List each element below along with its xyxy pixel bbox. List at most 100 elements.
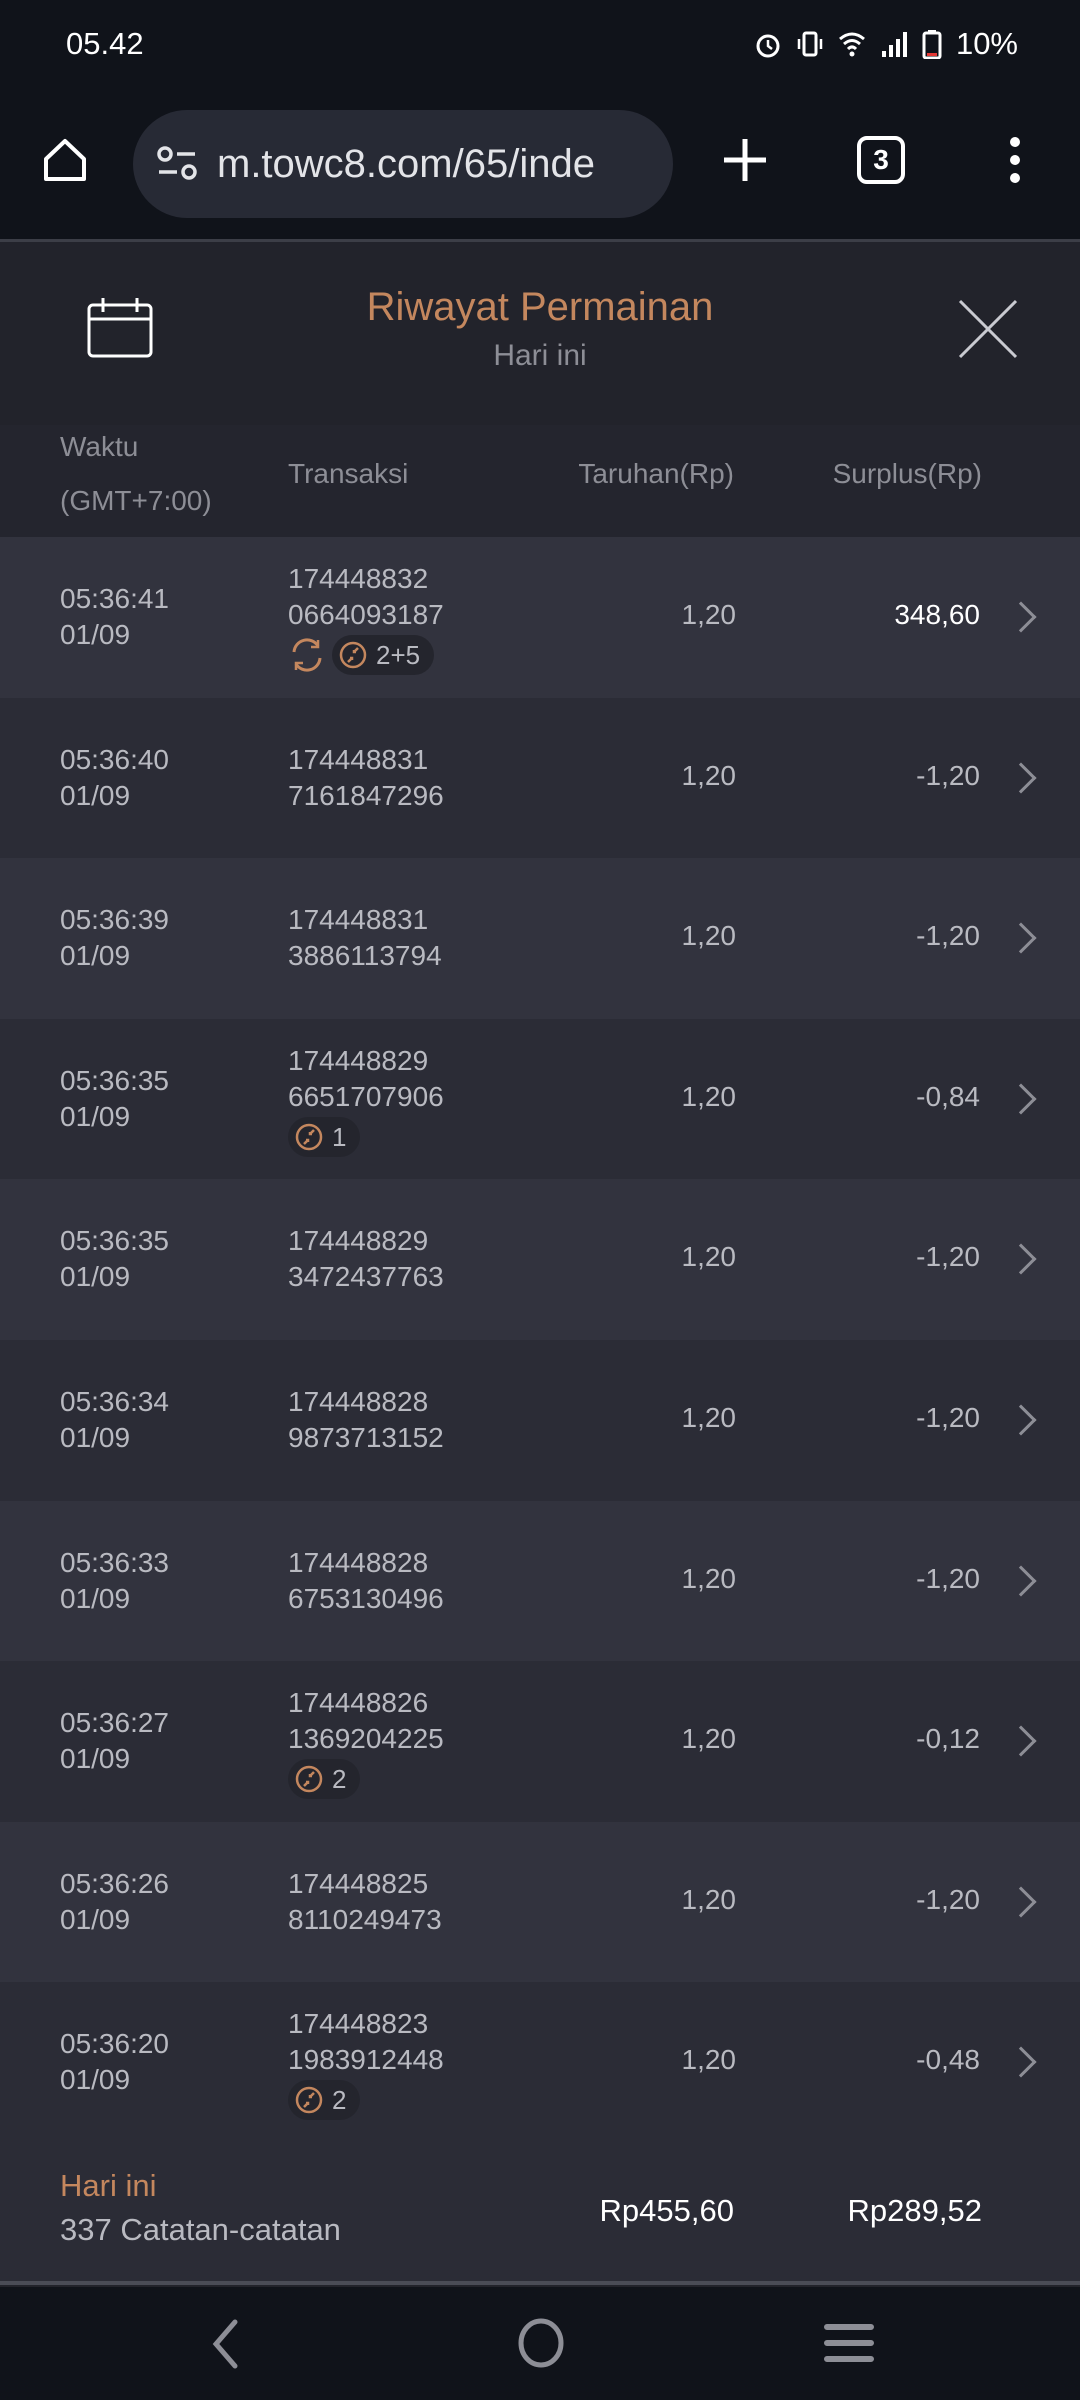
row-time: 05:36:35 (60, 1064, 169, 1096)
period-subtitle[interactable]: Hari ini (493, 339, 587, 372)
row-tx-id-2: 9873713152 (288, 1421, 444, 1453)
row-transaction-cell: 174448831 3886113794 (288, 902, 442, 974)
home-icon (44, 139, 86, 181)
col-bet: Taruhan(Rp) (578, 458, 734, 489)
chevron-right-icon[interactable] (1005, 1886, 1037, 1918)
chevron-right-icon[interactable] (1005, 1725, 1037, 1757)
tab-count: 3 (873, 144, 889, 175)
tab-switcher-button[interactable]: 3 (846, 125, 916, 195)
menu-button[interactable] (980, 125, 1050, 195)
row-tx-id-1: 174448828 (288, 1546, 429, 1578)
table-header: Waktu (GMT+7:00) Transaksi Taruhan(Rp) S… (0, 425, 1080, 537)
row-badges: 2 (288, 2080, 444, 2121)
row-tx-id-1: 174448829 (288, 1044, 429, 1076)
row-date: 01/09 (60, 1261, 131, 1293)
refresh-icon (292, 638, 322, 672)
row-bet: 1,20 (681, 1080, 737, 1112)
row-date: 01/09 (60, 1743, 131, 1775)
close-icon[interactable] (958, 299, 1018, 359)
row-transaction-cell: 174448831 7161847296 (288, 742, 444, 814)
alarm-icon (756, 34, 780, 58)
row-tx-id-1: 174448829 (288, 1225, 429, 1257)
badge-count: 2+5 (376, 640, 421, 670)
history-row[interactable]: 05:36:35 01/09 174448829 6651707906 1 1,20 -0,… (0, 1018, 1080, 1180)
row-tx-id-2: 6753130496 (288, 1582, 444, 1614)
row-surplus: -0,12 (916, 1723, 980, 1755)
chevron-right-icon[interactable] (1005, 1404, 1037, 1436)
wifi-icon (838, 32, 865, 57)
exchange-icon (295, 1765, 323, 1793)
row-time-cell: 05:36:20 01/09 (60, 2026, 169, 2098)
chevron-right-icon[interactable] (1005, 2046, 1037, 2078)
home-button[interactable] (30, 125, 100, 195)
feature-badge: 2 (288, 1759, 361, 1800)
row-time-cell: 05:36:39 01/09 (60, 902, 169, 974)
history-row[interactable]: 05:36:35 01/09 174448829 3472437763 1,20 -1,2… (0, 1179, 1080, 1340)
row-transaction-cell: 174448829 3472437763 (288, 1223, 444, 1295)
row-tx-id-2: 1369204225 (288, 1723, 444, 1755)
badge-count: 2 (332, 1764, 347, 1795)
history-row[interactable]: 05:36:40 01/09 174448831 7161847296 1,20 -1,2… (0, 697, 1080, 859)
chevron-right-icon[interactable] (1005, 1565, 1037, 1597)
recents-icon[interactable] (824, 2322, 874, 2366)
badge-count: 2 (332, 2085, 347, 2116)
row-date: 01/09 (60, 619, 131, 650)
chevron-right-icon[interactable] (1005, 1243, 1037, 1275)
row-date: 01/09 (60, 940, 131, 972)
row-surplus: -0,48 (916, 2044, 980, 2076)
row-time: 05:36:39 (60, 904, 169, 936)
row-surplus: -1,20 (916, 1401, 980, 1433)
row-surplus: -1,20 (916, 1562, 980, 1594)
history-row[interactable]: 05:36:41 01/09 174448832 0664093187 2+5 1,20 3… (0, 537, 1080, 698)
site-settings-icon[interactable] (155, 144, 199, 184)
row-transaction-cell: 174448829 6651707906 1 (288, 1043, 444, 1157)
row-tx-id-1: 174448832 (288, 563, 429, 594)
address-bar[interactable]: m.towc8.com/65/inde (133, 110, 673, 218)
summary-period: Hari ini (60, 2168, 157, 2203)
total-surplus: Rp289,52 (847, 2193, 982, 2228)
col-surplus: Surplus(Rp) (832, 458, 982, 489)
chevron-right-icon[interactable] (1005, 601, 1037, 633)
history-row[interactable]: 05:36:20 01/09 174448823 1983912448 2 1,20 -0,… (0, 1982, 1080, 2143)
row-time-cell: 05:36:41 01/09 (60, 581, 169, 653)
history-row[interactable]: 05:36:33 01/09 174448828 6753130496 1,20 -1,2… (0, 1500, 1080, 1662)
row-bet: 1,20 (681, 1401, 737, 1433)
row-transaction-cell: 174448826 1369204225 2 (288, 1685, 444, 1800)
system-nav-bar (0, 2287, 1080, 2400)
history-row[interactable]: 05:36:34 01/09 174448828 9873713152 1,20 -1,2… (0, 1339, 1080, 1501)
more-vert-icon (1010, 137, 1020, 183)
row-time: 05:36:27 (60, 1707, 169, 1739)
row-time: 05:36:40 (60, 743, 169, 775)
row-time: 05:36:33 (60, 1546, 169, 1578)
row-time-cell: 05:36:26 01/09 (60, 1866, 169, 1938)
battery-icon (922, 30, 942, 59)
row-time: 05:36:34 (60, 1385, 169, 1417)
row-surplus: -1,20 (916, 759, 980, 791)
row-surplus: -1,20 (916, 1241, 980, 1273)
new-tab-button[interactable] (710, 125, 780, 195)
feature-badge: 1 (288, 1116, 361, 1157)
row-tx-id-1: 174448831 (288, 743, 429, 775)
battery-level: 10% (955, 26, 1018, 61)
row-bet: 1,20 (681, 759, 737, 791)
row-bet: 1,20 (681, 599, 737, 630)
back-icon[interactable] (210, 2319, 240, 2369)
col-transaction: Transaksi (288, 458, 409, 489)
row-transaction-cell: 174448825 8110249473 (288, 1866, 442, 1938)
row-badges: 2+5 (288, 635, 444, 675)
row-bet: 1,20 (681, 1241, 737, 1273)
history-row[interactable]: 05:36:27 01/09 174448826 1369204225 2 1,20 -0,… (0, 1661, 1080, 1822)
history-row[interactable]: 05:36:26 01/09 174448825 8110249473 1,20 -1,2… (0, 1821, 1080, 1983)
history-row[interactable]: 05:36:39 01/09 174448831 3886113794 1,20 -1,2… (0, 858, 1080, 1019)
row-time-cell: 05:36:35 01/09 (60, 1223, 169, 1295)
chevron-right-icon[interactable] (1005, 1083, 1037, 1115)
row-transaction-cell: 174448828 9873713152 (288, 1384, 444, 1456)
row-bet: 1,20 (681, 1562, 737, 1594)
row-date: 01/09 (60, 1421, 131, 1453)
vibrate-icon (797, 31, 823, 57)
chevron-right-icon[interactable] (1005, 922, 1037, 954)
row-tx-id-1: 174448825 (288, 1867, 429, 1899)
chevron-right-icon[interactable] (1005, 762, 1037, 794)
home-nav-icon[interactable] (515, 2317, 567, 2369)
calendar-icon[interactable] (86, 297, 154, 359)
